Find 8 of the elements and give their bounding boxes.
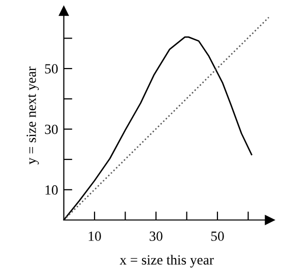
- x-tick-label: 10: [88, 232, 101, 241]
- y-axis-title: y = size next year: [26, 66, 39, 164]
- x-tick-label: 30: [150, 232, 162, 241]
- x-axis-title: x = size this year: [120, 254, 214, 268]
- y-tick-label: 30: [45, 124, 58, 134]
- x-tick-label: 50: [211, 232, 224, 241]
- y-tick-label: 10: [46, 185, 58, 195]
- y-tick-label: 50: [45, 64, 58, 74]
